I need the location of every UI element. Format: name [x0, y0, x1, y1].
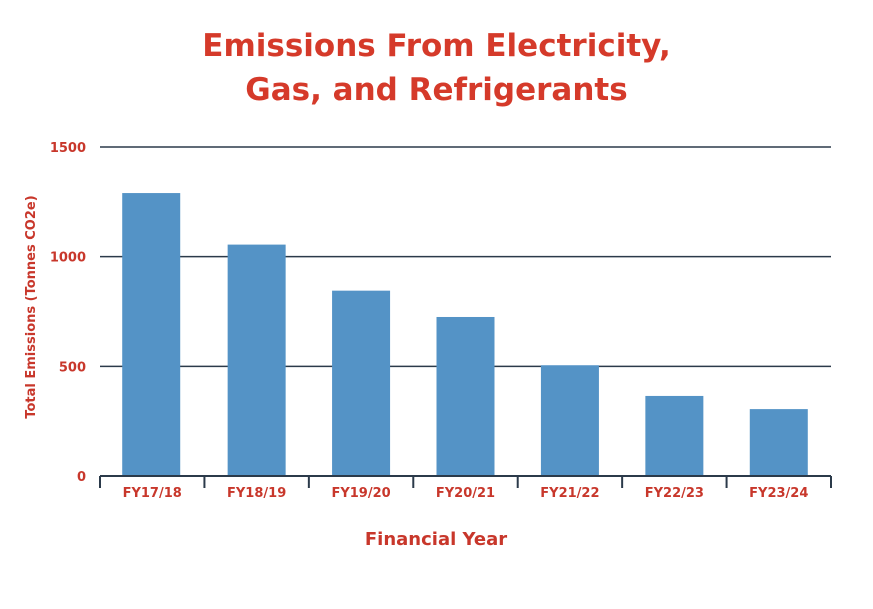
- bar: [332, 290, 391, 476]
- bar: [227, 244, 286, 476]
- y-tick-label: 0: [77, 470, 86, 485]
- y-tick-label: 1500: [50, 141, 86, 156]
- x-tick-label: FY17/18: [123, 486, 182, 501]
- x-tick-label: FY23/24: [749, 486, 808, 501]
- x-axis: [99, 475, 832, 488]
- x-tick-labels: FY17/18 FY18/19 FY19/20 FY20/21 FY21/22 FY22/…: [123, 486, 809, 501]
- x-tick-label: FY21/22: [540, 486, 599, 501]
- chart-title-line-1: Emissions From Electricity,: [202, 28, 671, 64]
- x-tick-label: FY22/23: [645, 486, 704, 501]
- y-tick-label: 500: [59, 360, 86, 375]
- bar: [540, 365, 599, 476]
- chart-title-line-2: Gas, and Refrigerants: [245, 72, 628, 108]
- y-tick-label: 1000: [50, 251, 86, 266]
- bar: [436, 316, 495, 476]
- bar: [122, 193, 181, 476]
- x-tick-label: FY19/20: [331, 486, 390, 501]
- bar: [645, 395, 704, 476]
- x-tick-label: FY18/19: [227, 486, 286, 501]
- bars: [122, 193, 808, 476]
- chart-title: Emissions From Electricity, Gas, and Ref…: [0, 24, 873, 112]
- bar: [749, 409, 808, 476]
- y-tick-labels: 0 500 1000 1500: [50, 141, 86, 485]
- x-axis-label: Financial Year: [365, 529, 507, 550]
- x-tick-label: FY20/21: [436, 486, 495, 501]
- y-axis-label: Total Emissions (Tonnes CO2e): [24, 195, 39, 418]
